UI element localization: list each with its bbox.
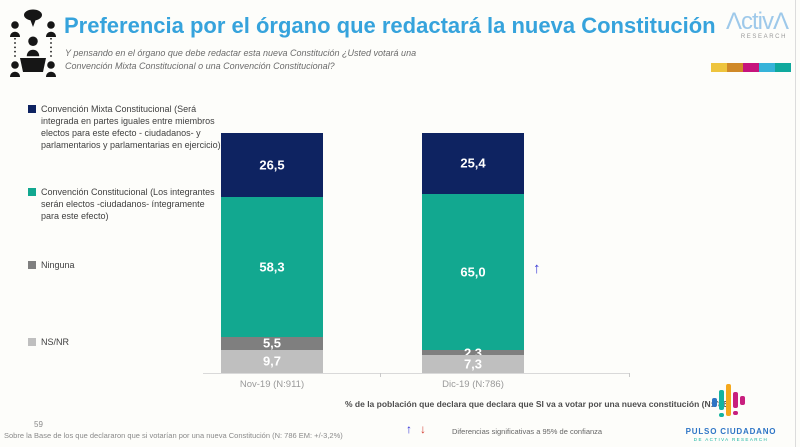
legend-label: Ninguna [41,260,75,270]
bars-area: 26,5 58,3 5,5 9,7 25,4 65,0 2,3 7,3 [221,133,524,373]
x-axis-tick [629,373,630,377]
bar-value-label: 5,5 [262,335,282,351]
bar-value-label: 26,5 [259,157,285,173]
pulso-subtitle: DE ACTIVA RESEARCH [693,437,769,442]
bar-value-label: 7,3 [463,356,483,372]
bar-segment: 7,3 [422,355,524,373]
population-note: % de la población que declara que declar… [345,399,731,409]
significance-up-arrow: ↑ [533,260,541,277]
bar-segment: 58,3 [221,196,323,337]
bar-value-label: 9,7 [262,353,282,369]
audience-speaker-icon [10,9,56,77]
legend-label: Convención Mixta Constitucional (Será in… [41,104,221,151]
legend-label: Convención Constitucional (Los integrant… [41,187,215,222]
stripe-segment [775,63,791,72]
stripe-segment [711,63,727,72]
page-number: 59 [34,420,43,429]
legend-item: Ninguna [28,259,75,271]
legend-swatch [28,338,36,346]
legend-swatch [28,261,36,269]
legend-item: Convención Mixta Constitucional (Será in… [28,103,224,152]
activa-research-logo: ΛctivΛ RESEARCH [702,8,789,41]
bar-column-0: 26,5 58,3 5,5 9,7 [221,133,323,373]
bar-segment: 25,4 [422,133,524,194]
x-axis-label: Dic-19 (N:786) [442,379,504,390]
page-subtitle: Y pensando en el órgano que debe redacta… [65,48,417,72]
page-title: Preferencia por el órgano que redactará … [64,13,716,38]
legend-label: NS/NR [41,337,70,347]
legend-swatch [28,188,36,196]
slide-right-edge-divider [795,0,796,447]
bar-segment: 26,5 [221,133,323,197]
chart-legend: Convención Mixta Constitucional (Será in… [28,0,224,380]
bar-column-1: 25,4 65,0 2,3 7,3 [422,133,524,373]
legend-up-arrow-icon: ↑ [406,422,412,436]
x-axis-tick [380,373,381,377]
significance-note: Diferencias significativas a 95% de conf… [452,427,603,436]
base-note: Sobre la Base de los que declararon que … [4,431,343,440]
bar-segment: 65,0 [422,193,524,350]
legend-down-arrow-icon: ↓ [420,422,426,436]
x-axis-line [203,373,630,374]
activa-logo-wordmark: ΛctivΛ [725,8,789,35]
legend-item: Convención Constitucional (Los integrant… [28,186,224,222]
bar-segment: 5,5 [221,335,323,351]
activa-logo-research-label: RESEARCH [740,34,787,40]
pulso-name: PULSO CIUDADANO [685,427,777,436]
stripe-segment [743,63,759,72]
activa-color-stripe [711,63,791,72]
bar-value-label: 58,3 [259,259,285,275]
bar-value-label: 25,4 [460,155,486,171]
pulso-ciudadano-logo: PULSO CIUDADANO DE ACTIVA RESEARCH [675,384,787,442]
legend-item: NS/NR [28,336,69,348]
bar-value-label: 65,0 [460,264,486,280]
bar-segment: 9,7 [221,349,323,373]
legend-swatch [28,105,36,113]
x-axis-label: Nov-19 (N:911) [239,379,305,390]
stripe-segment [759,63,775,72]
equalizer-bars-icon [712,384,745,417]
stripe-segment [727,63,743,72]
